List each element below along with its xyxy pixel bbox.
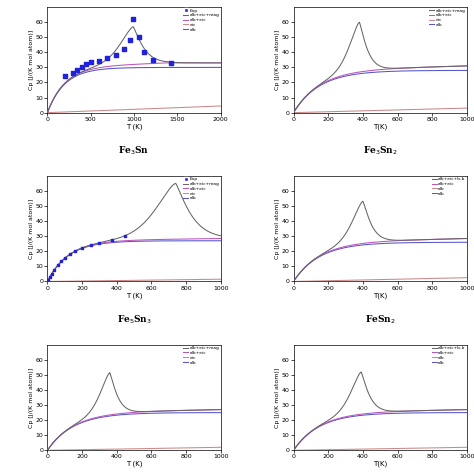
Y-axis label: Cp [J/(K mol atom)]: Cp [J/(K mol atom)] — [29, 30, 34, 90]
Point — [108, 236, 115, 244]
Point — [95, 57, 102, 64]
Text: FeSn$_2$: FeSn$_2$ — [365, 313, 395, 326]
Point — [73, 67, 81, 74]
Point — [120, 46, 128, 53]
X-axis label: T (K): T (K) — [126, 461, 142, 467]
X-axis label: T(K): T(K) — [373, 461, 387, 467]
Point — [78, 244, 86, 252]
Point — [112, 52, 119, 59]
Point — [51, 266, 58, 273]
Y-axis label: Cp [J/(K mol atom)]: Cp [J/(K mol atom)] — [275, 367, 280, 428]
Point — [87, 241, 94, 249]
Legend: Exp, alb+eic+mag, alb+eic, eic, alb: Exp, alb+eic+mag, alb+eic, eic, alb — [182, 177, 220, 201]
Text: Fe$_5$Sn$_3$: Fe$_5$Sn$_3$ — [117, 313, 152, 326]
Legend: alb+eic+b-b, alb+eic, alb, alb: alb+eic+b-b, alb+eic, alb, alb — [431, 177, 466, 196]
Point — [45, 276, 52, 283]
Point — [61, 255, 69, 262]
X-axis label: T(K): T(K) — [373, 292, 387, 299]
Legend: alb+eic+b-b, alb+eic, alb, alb: alb+eic+b-b, alb+eic, alb, alb — [431, 346, 466, 365]
Point — [141, 48, 148, 56]
Point — [46, 273, 54, 281]
Point — [72, 247, 79, 255]
Point — [122, 232, 129, 239]
Point — [78, 64, 86, 71]
Point — [130, 15, 137, 23]
Point — [96, 239, 103, 246]
Y-axis label: Cp [J/(K mol atom)]: Cp [J/(K mol atom)] — [29, 367, 34, 428]
Point — [48, 270, 55, 278]
Y-axis label: Cp [J/(K mol atom)]: Cp [J/(K mol atom)] — [29, 199, 34, 259]
Legend: Exp, alb+eic+mag, alb+eic, eic, alb: Exp, alb+eic+mag, alb+eic, eic, alb — [182, 8, 220, 32]
Text: Fe$_3$Sn: Fe$_3$Sn — [118, 144, 150, 157]
Point — [69, 70, 76, 77]
Point — [61, 72, 69, 80]
Text: Fe$_3$Sn$_2$: Fe$_3$Sn$_2$ — [363, 144, 398, 157]
Point — [126, 36, 134, 44]
Point — [136, 34, 143, 41]
Point — [103, 55, 111, 62]
Point — [66, 250, 74, 258]
Y-axis label: Cp [J/(K mol atom)]: Cp [J/(K mol atom)] — [275, 199, 280, 259]
Point — [82, 61, 90, 68]
Legend: alb+eic+mag, alb+eic, eic, alb: alb+eic+mag, alb+eic, eic, alb — [428, 8, 466, 27]
Point — [54, 262, 62, 269]
Point — [57, 258, 65, 265]
Y-axis label: Cp [J/(K mol atom)]: Cp [J/(K mol atom)] — [275, 30, 280, 90]
Point — [167, 59, 175, 67]
Point — [149, 56, 157, 64]
Legend: alb+eic+mag, alb+eic, eic, alb: alb+eic+mag, alb+eic, eic, alb — [182, 346, 220, 365]
X-axis label: T (K): T (K) — [126, 292, 142, 299]
X-axis label: T(K): T(K) — [373, 123, 387, 130]
Point — [87, 58, 94, 66]
X-axis label: T (K): T (K) — [126, 123, 142, 130]
